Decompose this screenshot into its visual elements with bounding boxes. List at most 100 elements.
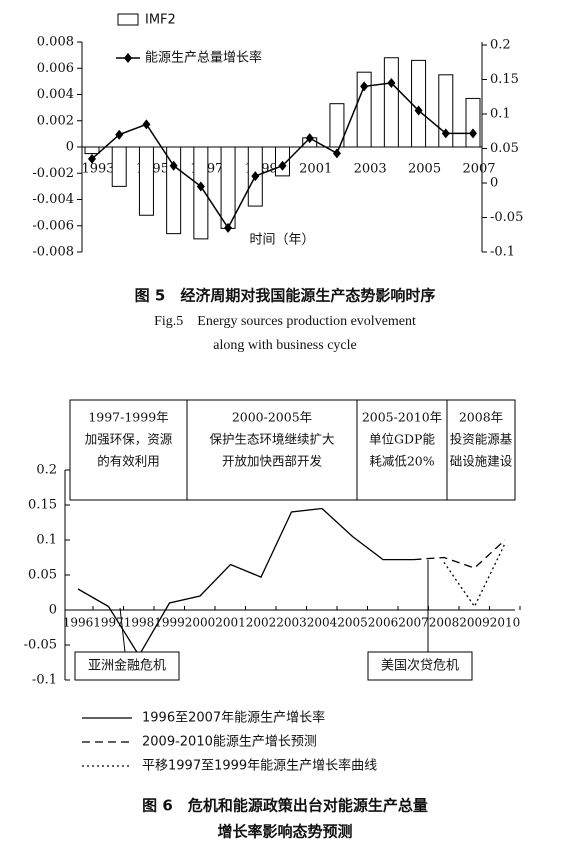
- x-tick-label: 2005: [337, 616, 368, 630]
- x-tick-label: 1998: [124, 616, 155, 630]
- x-tick-label: 1993: [81, 162, 114, 177]
- bar: [84, 146, 100, 155]
- period-text: 加强环保，资源: [85, 432, 173, 447]
- line-marker: [332, 148, 341, 159]
- x-tick-label: 2003: [354, 162, 387, 177]
- period-text: 1997-1999年: [88, 410, 168, 425]
- y-tick-label: -0.006: [32, 218, 74, 233]
- period-text: 单位GDP能: [369, 432, 435, 447]
- y-tick-label: 0.1: [36, 533, 57, 548]
- bar: [111, 146, 127, 187]
- caption: 增长率影响态势预测: [217, 823, 352, 841]
- y-tick-label: 0.008: [37, 35, 74, 50]
- legend-label: 1996至2007年能源生产增长率: [142, 710, 325, 726]
- bar: [138, 146, 154, 216]
- x-tick-label: 2002: [246, 616, 277, 630]
- period-text: 2000-2005年: [232, 410, 312, 425]
- x-tick-label: 2001: [215, 616, 246, 630]
- line-marker: [305, 133, 314, 144]
- line-marker: [441, 128, 450, 139]
- bar: [465, 97, 481, 148]
- legend-label: 能源生产总量增长率: [145, 50, 262, 66]
- x-tick-label: 1999: [154, 616, 185, 630]
- x-tick-label: 2008: [429, 616, 460, 630]
- line-marker: [251, 171, 260, 182]
- bar: [411, 59, 427, 148]
- x-tick-label: 2001: [299, 162, 332, 177]
- y-tick-label: 0: [66, 140, 74, 155]
- line-marker: [360, 81, 369, 92]
- legend-swatch: [117, 13, 139, 26]
- y2-tick-label: -0.05: [490, 210, 523, 225]
- series-line: [413, 539, 506, 569]
- legend-label: 2009-2010能源生产增长预测: [142, 735, 317, 750]
- x-tick-label: 2004: [307, 616, 338, 630]
- x-tick-label: 2000: [185, 616, 216, 630]
- x-tick-label: 2007: [462, 162, 495, 177]
- line-marker: [196, 181, 205, 192]
- line-marker: [414, 105, 423, 116]
- x-tick-label: 2010: [490, 616, 521, 630]
- x-tick-label: 2006: [368, 616, 399, 630]
- period-text: 础设施建设: [450, 454, 513, 469]
- bar: [438, 74, 454, 148]
- annotation: 亚洲金融危机: [88, 658, 166, 674]
- annotation: 美国次贷危机: [381, 658, 459, 674]
- bar: [356, 71, 372, 148]
- line-marker: [469, 128, 477, 139]
- x-axis-title: 时间（年）: [249, 233, 314, 248]
- y-tick-label: -0.05: [24, 638, 57, 653]
- legend-label: IMF2: [145, 13, 176, 28]
- series-line: [77, 507, 414, 657]
- bar: [329, 103, 345, 148]
- period-text: 的有效利用: [97, 454, 160, 469]
- y-tick-label: 0.05: [28, 568, 57, 583]
- annotation-box: [367, 651, 473, 681]
- caption-en: along with business cycle: [213, 338, 356, 353]
- y-tick-label: 0.006: [37, 61, 74, 76]
- line-marker: [142, 119, 151, 130]
- bar: [166, 146, 182, 235]
- y2-tick-label: 0.2: [490, 38, 511, 53]
- y2-tick-label: 0.15: [490, 72, 519, 87]
- y-tick-label: -0.002: [32, 166, 74, 181]
- y-tick-label: 0.002: [37, 113, 74, 128]
- bar: [220, 146, 236, 229]
- line-marker: [88, 153, 96, 164]
- y2-tick-label: 0.1: [490, 107, 511, 122]
- y-tick-label: 0.15: [28, 498, 57, 513]
- series-line: [443, 543, 506, 608]
- y-tick-label: 0.2: [36, 463, 57, 478]
- line-marker: [387, 77, 396, 88]
- period-frame: [69, 399, 516, 501]
- line-marker: [115, 129, 124, 140]
- period-text: 投资能源基: [450, 432, 513, 447]
- y2-tick-label: 0.05: [490, 141, 519, 156]
- x-tick-label: 1996: [63, 616, 94, 630]
- period-text: 2008年: [459, 410, 503, 425]
- x-tick-label: 2003: [276, 616, 307, 630]
- line-marker: [169, 160, 178, 171]
- annotation-box: [74, 651, 180, 681]
- period-text: 开放加快西部开发: [222, 454, 323, 469]
- caption: 图 6 危机和能源政策出台对能源生产总量: [142, 797, 428, 815]
- y2-tick-label: -0.1: [490, 245, 515, 260]
- line-marker: [224, 222, 233, 233]
- legend-label: 平移1997至1999年能源生产增长率曲线: [142, 758, 377, 774]
- y-tick-label: -0.008: [32, 245, 74, 260]
- period-text: 保护生态环境继续扩大: [209, 432, 334, 447]
- x-tick-label: 2005: [408, 162, 441, 177]
- x-tick-label: 2007: [398, 616, 429, 630]
- caption: 图 5 经济周期对我国能源生产态势影响时序: [135, 287, 436, 305]
- line-marker: [278, 160, 287, 171]
- period-text: 耗减低20%: [369, 454, 434, 469]
- y-tick-label: 0: [49, 603, 57, 618]
- period-text: 2005-2010年: [362, 410, 442, 425]
- bar: [193, 146, 209, 240]
- y-tick-label: -0.1: [32, 673, 57, 688]
- caption-en: Fig.5 Energy sources production evolveme…: [154, 314, 416, 329]
- y-tick-label: 0.004: [37, 87, 74, 102]
- legend-marker: [124, 53, 132, 63]
- x-tick-label: 2009: [459, 616, 490, 630]
